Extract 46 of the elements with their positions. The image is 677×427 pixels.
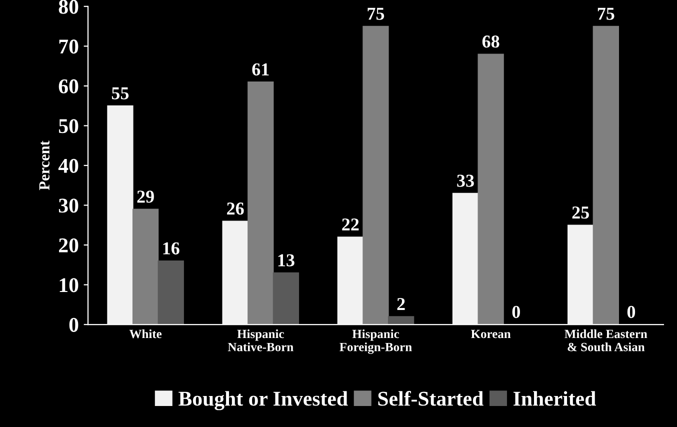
bar bbox=[222, 220, 248, 325]
bar bbox=[388, 316, 414, 325]
bar bbox=[362, 26, 389, 325]
data-label: 13 bbox=[278, 254, 294, 266]
data-label: 25 bbox=[572, 206, 589, 219]
data-label: 26 bbox=[227, 202, 244, 215]
bar bbox=[452, 192, 479, 325]
bar bbox=[478, 54, 504, 325]
data-label: 0 bbox=[512, 306, 520, 318]
data-label: 33 bbox=[457, 174, 474, 187]
legend-label: Inherited bbox=[514, 391, 596, 406]
x-tick-label: Hispanic Foreign-Born bbox=[340, 329, 412, 354]
bar bbox=[158, 260, 184, 325]
data-label: 68 bbox=[482, 35, 500, 48]
bar bbox=[272, 272, 300, 325]
bar bbox=[107, 105, 134, 325]
x-tick-label: White bbox=[129, 329, 162, 338]
data-label: 75 bbox=[598, 8, 614, 20]
bar bbox=[248, 82, 274, 325]
data-label: 29 bbox=[137, 190, 154, 203]
y-tick-label: 60 bbox=[58, 79, 78, 94]
y-tick-label: 80 bbox=[58, 0, 78, 14]
y-tick-label: 0 bbox=[69, 318, 78, 332]
data-label: 75 bbox=[368, 8, 384, 20]
data-label: 22 bbox=[342, 218, 359, 230]
y-tick-label: 10 bbox=[60, 278, 78, 292]
bar bbox=[568, 224, 594, 325]
x-tick-label: Hispanic Native-Born bbox=[228, 329, 294, 352]
data-label: 0 bbox=[627, 306, 636, 318]
y-tick-label: 40 bbox=[58, 158, 78, 173]
y-tick-label: 20 bbox=[59, 238, 78, 252]
data-label: 55 bbox=[112, 87, 129, 100]
y-tick-label: 70 bbox=[59, 40, 78, 54]
x-tick-label: Middle Eastern & South Asian bbox=[564, 329, 648, 352]
x-tick-label: Korean bbox=[471, 330, 511, 338]
y-tick-label: 30 bbox=[58, 198, 78, 213]
bar bbox=[132, 208, 159, 325]
data-label: 61 bbox=[252, 63, 269, 76]
bar bbox=[337, 236, 364, 325]
y-axis-title: Percent bbox=[39, 140, 50, 190]
data-label: 16 bbox=[163, 242, 180, 254]
legend-label: Self-Started bbox=[378, 390, 484, 406]
data-label: 2 bbox=[397, 298, 405, 310]
y-tick-label: 50 bbox=[58, 119, 78, 134]
legend-label: Bought or Invested bbox=[178, 391, 348, 410]
bar bbox=[592, 26, 619, 325]
